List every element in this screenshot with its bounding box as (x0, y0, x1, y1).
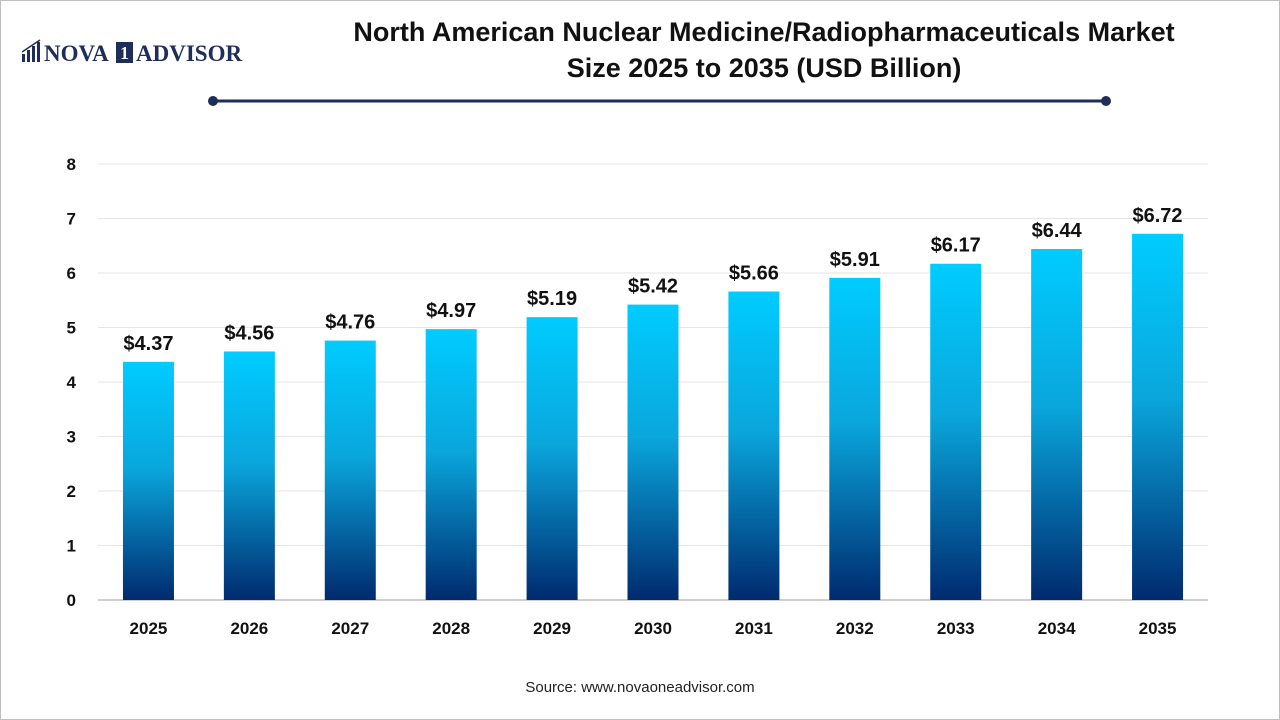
bars (122, 233, 1184, 600)
x-tick-label: 2029 (533, 619, 571, 638)
y-axis: 0 1 2 3 4 5 6 7 8 (67, 155, 77, 610)
y-tick-label: 1 (67, 537, 76, 556)
x-tick-label: 2032 (836, 619, 874, 638)
logo-bars-icon (22, 39, 41, 62)
data-label: $6.44 (1032, 220, 1083, 242)
logo-text-right: ADVISOR (136, 41, 242, 66)
data-label: $4.56 (224, 322, 274, 344)
y-tick-label: 2 (67, 482, 76, 501)
bar-2035 (1132, 233, 1184, 600)
logo-text-mark: 1 (120, 43, 129, 63)
y-tick-label: 7 (67, 210, 76, 229)
x-axis: 2025 2026 2027 2028 2029 2030 2031 2032 2033 2034… (130, 619, 1177, 638)
x-tick-label: 2027 (331, 619, 369, 638)
chart-title-line-2: Size 2025 to 2035 (USD Billion) (566, 53, 962, 83)
x-tick-label: 2033 (937, 619, 975, 638)
y-tick-label: 3 (67, 428, 76, 447)
bar-2027 (324, 340, 376, 600)
data-label: $5.19 (527, 288, 577, 310)
data-label: $6.17 (931, 235, 981, 257)
bar-2031 (728, 291, 780, 600)
data-label: $5.42 (628, 276, 678, 298)
bar-2032 (829, 277, 881, 600)
chart-title-line-1: North American Nuclear Medicine/Radiopha… (353, 17, 1175, 47)
x-tick-label: 2028 (432, 619, 470, 638)
bar-2034 (1031, 249, 1083, 600)
source-note: Source: www.novaoneadvisor.com (525, 679, 755, 696)
x-tick-label: 2025 (130, 619, 168, 638)
y-tick-label: 6 (67, 264, 76, 283)
bar-2025 (122, 361, 174, 600)
bar-2033 (930, 263, 982, 600)
y-tick-label: 5 (67, 319, 76, 338)
bar-2030 (627, 304, 679, 600)
nova-one-advisor-logo: NOVA 1 ADVISOR (22, 39, 242, 66)
bar-2026 (223, 351, 275, 600)
bar-2029 (526, 317, 578, 600)
x-tick-label: 2031 (735, 619, 773, 638)
x-tick-label: 2035 (1139, 619, 1177, 638)
data-label: $4.97 (426, 300, 476, 322)
chart-title: North American Nuclear Medicine/Radiopha… (282, 14, 1246, 86)
bar-2028 (425, 329, 477, 600)
data-label: $5.66 (729, 263, 779, 285)
data-labels: $4.37 $4.56 $4.76 $4.97 $5.19 $5.42 $5.66 $5.91… (123, 205, 1182, 355)
y-tick-label: 8 (67, 155, 76, 174)
data-label: $4.37 (123, 333, 173, 355)
x-tick-label: 2026 (230, 619, 268, 638)
logo-mark-box (116, 42, 133, 63)
data-label: $5.91 (830, 249, 880, 271)
x-tick-label: 2034 (1038, 619, 1076, 638)
logo-text-left: NOVA (44, 41, 109, 66)
data-label: $4.76 (325, 312, 375, 334)
y-tick-label: 0 (67, 591, 76, 610)
data-label: $6.72 (1133, 205, 1183, 227)
x-tick-label: 2030 (634, 619, 672, 638)
y-tick-label: 4 (67, 373, 77, 392)
